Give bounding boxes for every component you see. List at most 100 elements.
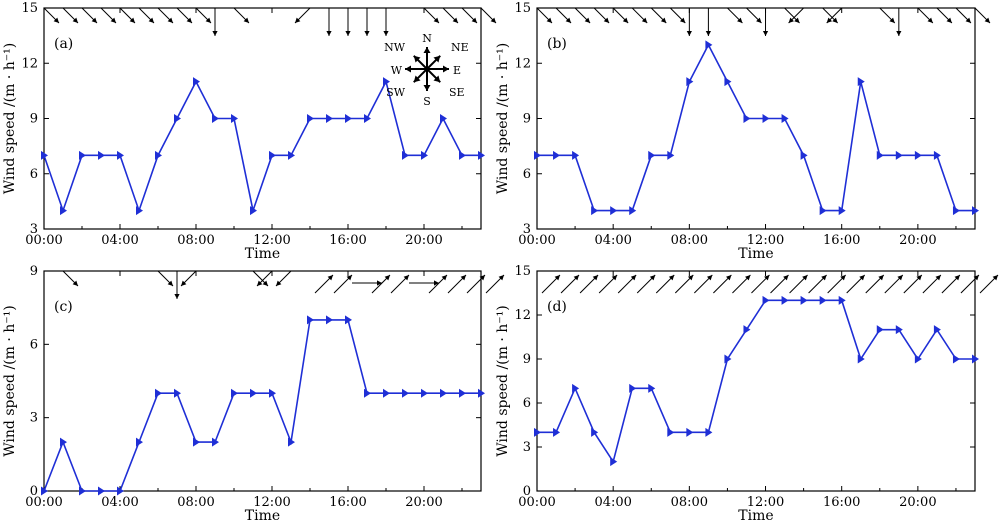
wind-arrow-head (802, 275, 808, 281)
x-tick-label: 12:00 (747, 495, 784, 510)
wind-arrow-head (622, 17, 629, 23)
compass-label-e: E (453, 64, 461, 77)
panel-label: (a) (54, 36, 73, 52)
wind-arrow-head (737, 17, 743, 23)
wind-arrow-head (377, 280, 382, 286)
data-point (819, 295, 827, 305)
data-point (914, 354, 922, 364)
wind-arrow-head (687, 275, 694, 281)
data-point (952, 354, 960, 364)
data-point (402, 150, 409, 160)
data-point (41, 486, 48, 496)
wind-arrow-head (212, 31, 218, 36)
data-point (610, 457, 618, 467)
x-tick-label: 04:00 (101, 495, 138, 510)
wind-arrow-head (794, 17, 800, 23)
data-point (117, 150, 124, 160)
wind-arrow-head (641, 17, 648, 23)
wind-arrow-head (965, 17, 971, 23)
wind-arrow-head (452, 17, 458, 23)
wind-arrow-head (174, 294, 180, 299)
series-line (43, 79, 481, 214)
data-point (421, 150, 428, 160)
data-point (269, 150, 276, 160)
x-tick-label: 00:00 (25, 495, 62, 510)
panel-label: (c) (54, 299, 73, 315)
x-tick-label: 12:00 (253, 233, 290, 248)
data-point (591, 427, 599, 437)
data-point (933, 325, 941, 335)
wind-arrow-head (706, 275, 713, 281)
compass-label-sw: SW (386, 86, 406, 99)
compass-label-ne: NE (451, 41, 469, 54)
wind-arrow-head (433, 17, 439, 23)
data-point (648, 383, 656, 393)
x-tick-label: 00:00 (518, 495, 555, 510)
wind-arrow-head (167, 17, 173, 23)
data-point (629, 206, 637, 216)
wind-arrow-head (946, 17, 952, 23)
wind-arrow-head (295, 17, 301, 23)
wind-arrow-head (91, 17, 97, 23)
wind-arrow-head (384, 275, 390, 281)
x-tick-label: 00:00 (518, 233, 555, 248)
wind-arrow-head (756, 17, 762, 23)
data-point (724, 354, 732, 364)
data-point (705, 427, 713, 437)
x-tick-label: 00:00 (25, 233, 62, 248)
data-point (117, 486, 124, 496)
x-tick-label: 04:00 (594, 495, 631, 510)
y-tick-label: 12 (21, 56, 38, 71)
data-point (534, 427, 541, 437)
data-point (402, 388, 409, 398)
plot-frame (536, 270, 976, 492)
data-point (459, 388, 466, 398)
data-point (79, 150, 86, 160)
data-point (705, 40, 713, 50)
compass-label-w: W (391, 64, 403, 77)
data-point (440, 388, 447, 398)
wind-arrow-head (686, 31, 692, 36)
data-point (952, 206, 960, 216)
x-tick-label: 04:00 (594, 233, 631, 248)
data-point (534, 150, 541, 160)
data-point (686, 427, 694, 437)
data-point (781, 114, 789, 123)
wind-arrow-head (72, 17, 78, 23)
y-tick-label: 12 (514, 308, 531, 323)
data-point (60, 437, 67, 447)
data-point (269, 388, 276, 398)
x-tick-label: 08:00 (671, 495, 708, 510)
y-tick-label: 6 (30, 167, 38, 182)
data-point (459, 150, 466, 160)
data-point (572, 150, 580, 160)
data-point (629, 383, 637, 393)
series-line (537, 299, 975, 464)
y-tick-label: 9 (30, 112, 38, 127)
data-point (98, 150, 105, 160)
compass-label-s: S (423, 95, 431, 108)
data-point (762, 114, 770, 123)
data-point (478, 388, 485, 398)
wind-arrow-head (984, 17, 990, 23)
data-point (383, 388, 390, 398)
data-point (231, 114, 238, 123)
compass-arrow-head (433, 75, 441, 83)
wind-arrow-head (53, 17, 59, 23)
y-tick-label: 3 (30, 411, 38, 426)
y-tick-label: 3 (30, 222, 38, 237)
wind-arrow-head (878, 275, 884, 281)
wind-arrow-head (762, 31, 769, 36)
wind-arrow-head (788, 17, 794, 23)
data-point (838, 295, 846, 305)
wind-arrow-head (954, 275, 960, 281)
data-point (838, 206, 846, 216)
y-tick-label: 9 (523, 112, 531, 127)
wind-arrow-head (745, 275, 751, 281)
wind-arrow-head (471, 17, 477, 23)
wind-arrow-head (262, 280, 268, 286)
data-point (307, 114, 314, 123)
wind-arrow-head (897, 275, 903, 281)
x-axis-title: Time (245, 508, 280, 524)
